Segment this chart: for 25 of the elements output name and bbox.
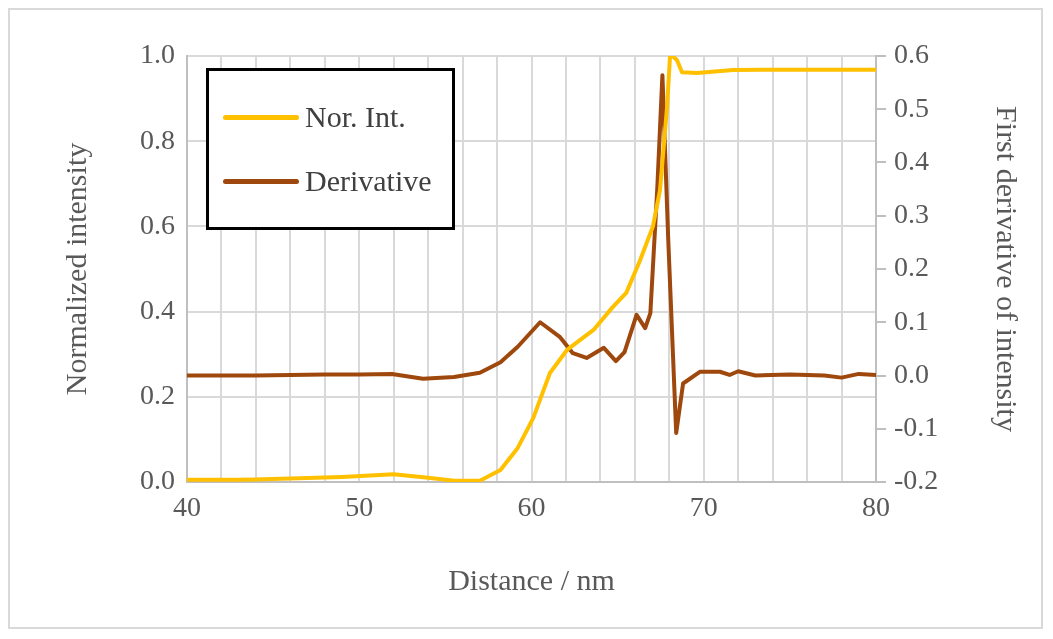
y2-tick-label: 0.1 — [894, 304, 929, 336]
y-tick-label: 0.2 — [140, 379, 175, 411]
y-tick-label: 0.6 — [140, 208, 175, 240]
legend-label: Nor. Int. — [305, 100, 406, 134]
y2-tick-label: 0.6 — [894, 38, 929, 70]
y2-tick-label: 0.4 — [894, 144, 929, 176]
y2-tick-label: 0.5 — [894, 91, 929, 123]
x-axis-title: Distance / nm — [448, 562, 615, 596]
y-tick-label: 1.0 — [140, 38, 175, 70]
x-tick-label: 70 — [689, 491, 718, 523]
legend-label: Derivative — [305, 164, 432, 198]
x-tick-label: 40 — [173, 491, 201, 523]
y2-tick-label: -0.2 — [894, 464, 939, 496]
y-tick-label: 0.8 — [140, 123, 175, 155]
y2-tick-label: 0.2 — [894, 251, 929, 283]
x-tick-label: 50 — [345, 491, 374, 523]
y2-tick-label: -0.1 — [894, 411, 939, 443]
y-axis-title: Normalized intensity — [58, 142, 92, 396]
y-tick-label: 0.0 — [140, 464, 175, 496]
y-tick-label: 0.4 — [140, 293, 175, 325]
x-tick-label: 80 — [862, 491, 890, 523]
y2-tick-label: 0.3 — [894, 198, 929, 230]
y2-tick-label: 0.0 — [894, 357, 929, 389]
y2-axis-title: First derivative of intensity — [991, 106, 1025, 432]
x-tick-label: 60 — [517, 491, 546, 523]
